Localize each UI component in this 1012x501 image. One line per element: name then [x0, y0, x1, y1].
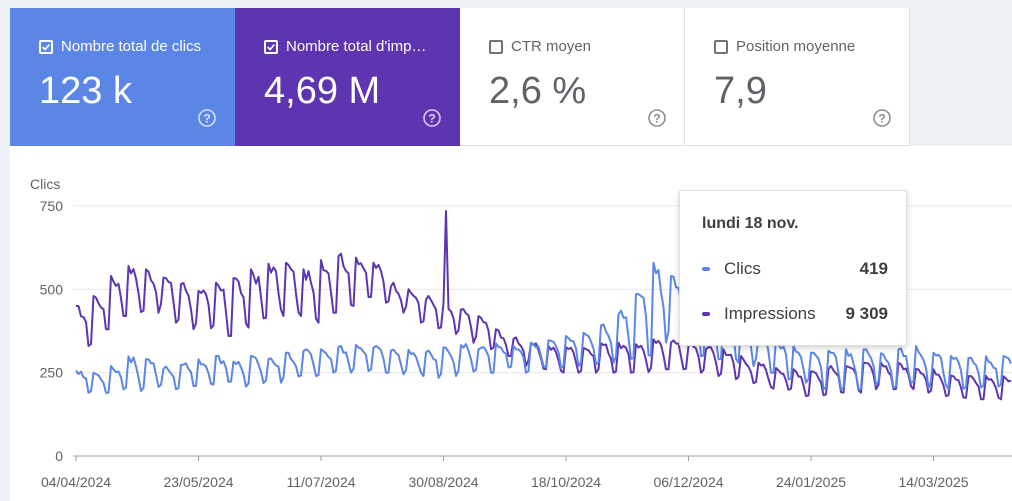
metric-value: 2,6 % — [489, 70, 587, 112]
svg-text:?: ? — [878, 112, 885, 126]
x-tick-label: 14/03/2025 — [898, 474, 968, 490]
x-tick-label: 06/12/2024 — [653, 474, 723, 490]
tooltip-date: lundi 18 nov. — [702, 215, 799, 232]
metric-label: CTR moyen — [511, 38, 592, 55]
x-tick-label: 24/01/2025 — [776, 474, 846, 490]
help-icon[interactable]: ? — [423, 109, 441, 127]
help-icon[interactable]: ? — [198, 109, 216, 127]
x-tick-label: 11/07/2024 — [286, 474, 355, 490]
clicks-legend-swatch — [702, 267, 710, 271]
x-tick-label: 23/05/2024 — [163, 474, 233, 490]
svg-text:?: ? — [653, 112, 660, 126]
x-tick-label: 30/08/2024 — [408, 474, 478, 490]
chart-tooltip: lundi 18 nov. Clics 419 Impressions 9 30… — [679, 190, 907, 346]
checkbox-unchecked-icon[interactable] — [489, 39, 503, 54]
metric-cards: Nombre total de clics 123 k ? Nombre tot… — [10, 8, 910, 146]
metric-card-clicks[interactable]: Nombre total de clics 123 k ? — [10, 8, 235, 146]
checkbox-checked-icon[interactable] — [39, 39, 53, 54]
metric-label: Nombre total de clics — [61, 38, 202, 55]
metric-label: Position moyenne — [736, 38, 856, 55]
x-tick-label: 04/04/2024 — [41, 474, 111, 490]
svg-text:?: ? — [428, 112, 435, 126]
help-icon[interactable]: ? — [648, 109, 666, 127]
metric-card-position[interactable]: Position moyenne 7,9 ? — [685, 8, 910, 146]
tooltip-row-clicks: Clics 419 — [702, 259, 888, 279]
impressions-legend-swatch — [702, 312, 710, 316]
tooltip-series-name: Impressions — [724, 304, 816, 323]
y-tick-label: 250 — [40, 365, 64, 381]
clicks-series-line — [75, 261, 1012, 394]
help-icon[interactable]: ? — [873, 109, 891, 127]
tooltip-row-impressions: Impressions 9 309 — [702, 304, 888, 324]
y-tick-label: 500 — [40, 281, 64, 297]
y-tick-label: 0 — [55, 448, 63, 464]
tooltip-series-value: 419 — [859, 259, 888, 278]
y-axis-label: Clics — [30, 176, 60, 192]
svg-text:?: ? — [203, 112, 210, 126]
tooltip-series-name: Clics — [724, 259, 761, 278]
tooltip-series-value: 9 309 — [845, 304, 888, 323]
metric-value: 4,69 M — [264, 70, 381, 112]
metric-value: 123 k — [39, 70, 132, 112]
metric-card-impressions[interactable]: Nombre total d'impressions 4,69 M ? — [235, 8, 460, 146]
metric-value: 7,9 — [714, 70, 767, 112]
metric-card-ctr[interactable]: CTR moyen 2,6 % ? — [460, 8, 685, 146]
checkbox-checked-icon[interactable] — [264, 39, 278, 54]
checkbox-unchecked-icon[interactable] — [714, 39, 728, 54]
y-tick-label: 750 — [40, 198, 64, 214]
x-tick-label: 18/10/2024 — [531, 474, 601, 490]
metric-label: Nombre total d'impressions — [286, 38, 431, 55]
